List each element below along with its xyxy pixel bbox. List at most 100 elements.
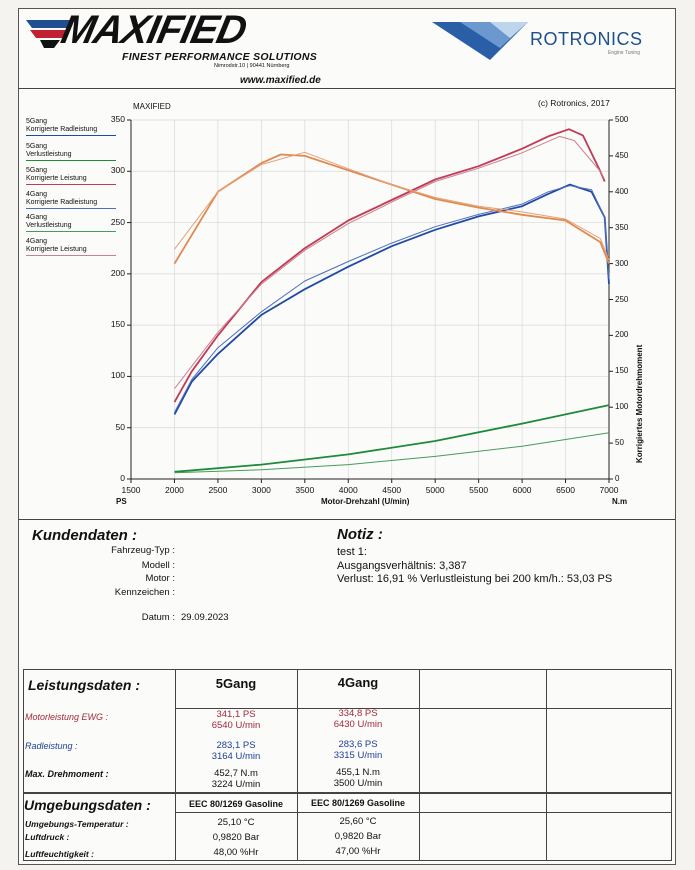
cell-value: 0,9820 Bar <box>334 831 382 842</box>
legend-label: Verlustleistung <box>26 151 72 158</box>
y-tick-label-right: 400 <box>615 186 629 196</box>
row-label: Radleistung : <box>25 741 78 751</box>
y-tick-label: 250 <box>110 216 125 227</box>
kunden-title: Kundendaten : <box>32 527 137 544</box>
header-divider <box>18 88 675 89</box>
legend-label: Korrigierte Radleistung <box>26 126 98 133</box>
cell-value: 283,6 PS <box>338 739 378 750</box>
dyno-sheet <box>18 8 676 865</box>
series-line <box>174 151 610 261</box>
cell-value: 6540 U/min <box>211 720 261 731</box>
brand-tagline: FINEST PERFORMANCE SOLUTIONS <box>122 51 318 63</box>
x-tick-label: 4500 <box>382 485 402 495</box>
y-tick-label: 150 <box>110 319 125 330</box>
legend-item: 5Gang Verlustleistung <box>26 143 72 159</box>
col-divider <box>419 669 420 861</box>
note-line: Ausgangsverhältnis: 3,387 <box>337 560 467 572</box>
rotronics-logo-icon <box>432 22 528 60</box>
legend-swatch <box>26 135 116 136</box>
legend-item: 4Gang Korrigierte Leistung <box>26 238 87 254</box>
x-tick-label: 5000 <box>425 485 445 495</box>
row-divider <box>175 812 672 813</box>
y-tick-label-right: 50 <box>615 438 624 448</box>
umgebung-title: Umgebungsdaten : <box>24 797 151 813</box>
x-tick-label: 2000 <box>164 485 184 495</box>
legend-label: Korrigierte Radleistung <box>26 199 98 206</box>
legend-gear: 5Gang <box>26 118 48 125</box>
field-label: Modell : <box>141 560 175 571</box>
cell-value: 452,7 N.m <box>214 768 258 779</box>
y-tick-label-right: 250 <box>615 294 629 304</box>
field-label: Fahrzeug-Typ : <box>111 545 175 556</box>
col-header-4gang: 4Gang <box>337 675 379 690</box>
y-axis-unit-right: N.m <box>612 497 628 506</box>
x-tick-label: 5500 <box>469 485 489 495</box>
legend-gear: 4Gang <box>26 238 48 245</box>
brand-address: Nimrodstr.10 | 90441 Nürnberg <box>214 63 290 69</box>
cell-value: 3315 U/min <box>333 750 383 761</box>
x-tick-label: 3000 <box>251 485 271 495</box>
table-frame <box>23 669 672 793</box>
row-label: Luftfeuchtigkeit : <box>25 849 94 859</box>
power-chart <box>127 119 613 483</box>
row-label: Max. Drehmoment : <box>25 769 109 779</box>
y-tick-label-right: 100 <box>615 402 629 412</box>
legend-swatch <box>26 160 116 161</box>
y-tick-label-right: 200 <box>615 330 629 340</box>
y-tick-label-right: 450 <box>615 150 629 160</box>
y-tick-label: 0 <box>120 473 125 483</box>
legend-gear: 5Gang <box>26 167 48 174</box>
cell-value: 283,1 PS <box>216 740 256 751</box>
cell-value: 3164 U/min <box>211 751 261 762</box>
cell-value: 341,1 PS <box>216 709 256 720</box>
chart-header-right: (c) Rotronics, 2017 <box>538 98 610 108</box>
y-tick-label-right: 500 <box>615 115 629 124</box>
x-axis-label: Motor-Drehzahl (U/min) <box>321 497 410 506</box>
legend-label: Korrigierte Leistung <box>26 246 87 253</box>
cell-value: 0,9820 Bar <box>212 832 260 843</box>
cell-value: 47,00 %Hr <box>335 846 381 857</box>
y-tick-label: 350 <box>110 114 125 124</box>
legend-swatch <box>26 231 116 232</box>
x-tick-label: 4000 <box>338 485 358 495</box>
cell-value: 6430 U/min <box>333 719 383 730</box>
x-tick-label: 6000 <box>512 485 532 495</box>
partner-subtitle: Engine Tuning <box>608 50 640 56</box>
partner-name: ROTRONICS <box>530 29 643 49</box>
y-tick-label-right: 350 <box>615 222 629 232</box>
row-label: Motorleistung EWG : <box>25 712 109 722</box>
legend-label: Korrigierte Leistung <box>26 175 87 182</box>
note-line: Verlust: 16,91 % Verlustleistung bei 200… <box>337 573 613 585</box>
y-tick-label-right: 300 <box>615 258 629 268</box>
chart-header-left: MAXIFIED <box>133 102 171 111</box>
series-line <box>173 183 610 415</box>
field-label: Motor : <box>145 573 175 584</box>
col-header-env: EEC 80/1269 Gasoline <box>188 799 284 809</box>
col-divider <box>297 669 298 861</box>
legend-item: 4Gang Korrigierte Radleistung <box>26 191 97 207</box>
datum-label: Datum : <box>141 612 175 623</box>
cell-value: 25,60 °C <box>339 816 377 827</box>
col-divider <box>175 669 176 861</box>
x-tick-label: 1500 <box>121 485 141 495</box>
cell-value: 455,1 N.m <box>336 767 380 778</box>
y-tick-label-right: 150 <box>615 366 629 376</box>
x-tick-label: 2500 <box>208 485 228 495</box>
y-axis-label-right: Korrigiertes Motordrehmoment <box>635 344 644 463</box>
col-header-5gang: 5Gang <box>215 676 257 691</box>
col-divider <box>546 669 547 861</box>
chart-divider <box>18 519 675 520</box>
y-tick-label: 100 <box>110 370 125 381</box>
series-line <box>173 128 606 403</box>
row-label: Umgebungs-Temperatur : <box>25 819 129 829</box>
notiz-title: Notiz : <box>337 526 383 543</box>
cell-value: 48,00 %Hr <box>213 847 259 858</box>
field-label: Kennzeichen : <box>114 587 175 598</box>
legend-item: 5Gang Korrigierte Leistung <box>26 167 87 183</box>
note-line: test 1: <box>337 546 367 558</box>
row-label: Luftdruck : <box>25 832 70 842</box>
y-tick-label: 50 <box>115 421 125 432</box>
cell-value: 3224 U/min <box>211 779 261 790</box>
legend-item: 5Gang Korrigierte Radleistung <box>26 118 97 134</box>
col-header-env: EEC 80/1269 Gasoline <box>310 798 406 808</box>
